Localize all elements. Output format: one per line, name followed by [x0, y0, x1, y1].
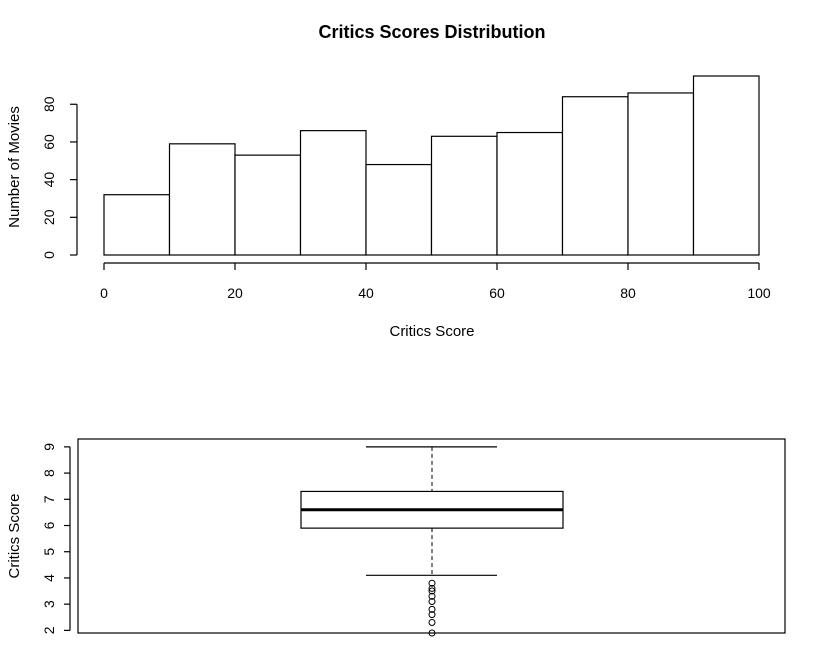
boxplot-y-tick-label-2: 4	[41, 574, 57, 582]
boxplot-outlier-5	[428, 605, 436, 613]
histogram-bar-9	[692, 75, 760, 256]
histogram-x-tick-label-4: 80	[620, 285, 636, 301]
histogram-y-tick-label-4: 80	[41, 96, 57, 112]
boxplot-body	[300, 446, 564, 576]
histogram-title: Critics Scores Distribution	[318, 22, 545, 42]
histogram-x-tick-label-1: 20	[227, 285, 243, 301]
boxplot-y-tick-label-3: 5	[41, 548, 57, 556]
histogram-bar-7	[561, 96, 629, 256]
histogram-y-tick-label-2: 40	[41, 172, 57, 188]
boxplot: 2 3 4 5 6 7 8 9 Critics Score	[6, 438, 786, 637]
boxplot-outlier-3	[428, 592, 436, 600]
histogram-y-tick-label-1: 20	[41, 209, 57, 225]
histogram: 0 20 40 60 80 100 0 20 40 60 80 Critics Score Num…	[6, 75, 771, 340]
boxplot-outliers	[428, 579, 436, 637]
boxplot-outlier-4	[428, 598, 436, 606]
histogram-x-axis-label: Critics Score	[389, 323, 474, 340]
histogram-bar-2	[234, 154, 302, 256]
histogram-bar-6	[496, 131, 564, 256]
histogram-x-tick-label-0: 0	[100, 285, 108, 301]
histogram-y-axis-label: Number of Movies	[6, 106, 23, 228]
boxplot-y-tick-label-7: 9	[41, 443, 57, 451]
histogram-x-axis: 0 20 40 60 80 100	[100, 262, 771, 301]
boxplot-y-tick-label-1: 3	[41, 600, 57, 608]
boxplot-frame	[77, 438, 786, 634]
boxplot-y-tick-label-5: 7	[41, 495, 57, 503]
histogram-x-tick-label-5: 100	[747, 285, 771, 301]
boxplot-outlier-0	[428, 579, 436, 587]
boxplot-y-axis: 2 3 4 5 6 7 8 9	[41, 443, 71, 634]
histogram-bar-5	[430, 135, 498, 256]
boxplot-y-tick-label-0: 2	[41, 626, 57, 634]
histogram-bar-3	[299, 130, 367, 256]
histogram-y-axis: 0 20 40 60 80	[41, 96, 78, 259]
histogram-bars	[103, 75, 760, 256]
boxplot-y-tick-label-4: 6	[41, 521, 57, 529]
boxplot-outlier-8	[428, 629, 436, 637]
histogram-x-tick-label-2: 40	[358, 285, 374, 301]
histogram-x-tick-label-3: 60	[489, 285, 505, 301]
boxplot-outlier-7	[428, 619, 436, 627]
boxplot-y-tick-label-6: 8	[41, 469, 57, 477]
boxplot-outlier-1	[428, 584, 436, 592]
histogram-bar-8	[627, 92, 695, 256]
histogram-y-tick-label-0: 0	[41, 251, 57, 259]
boxplot-y-axis-label: Critics Score	[6, 493, 23, 578]
histogram-bar-4	[365, 163, 433, 256]
histogram-bar-1	[168, 143, 236, 256]
histogram-bar-0	[103, 194, 171, 256]
boxplot-outlier-6	[428, 611, 436, 619]
boxplot-outlier-2	[428, 587, 436, 595]
histogram-y-tick-label-3: 60	[41, 134, 57, 150]
